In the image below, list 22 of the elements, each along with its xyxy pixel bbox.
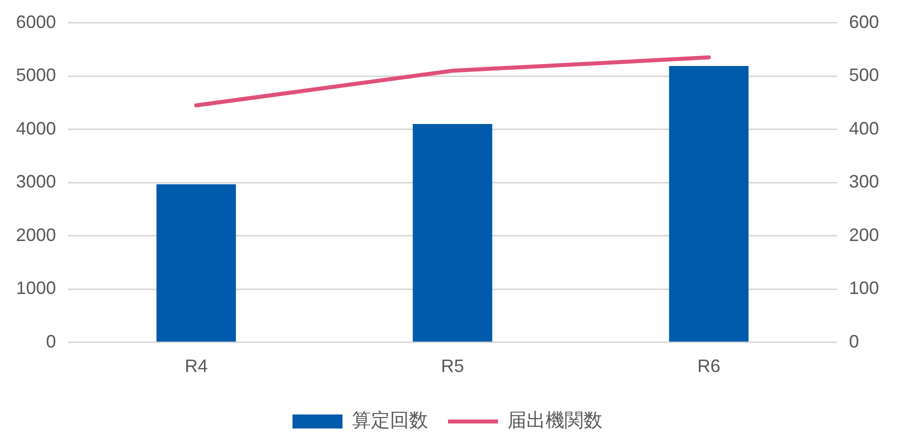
x-tick-label: R4 (184, 356, 208, 376)
y-tick-label: 0 (46, 331, 56, 352)
y2-tick-label: 600 (848, 12, 880, 32)
legend-label: 届出機関数 (508, 410, 602, 432)
y2-tick-label: 300 (848, 172, 880, 192)
x-tick-label: R5 (441, 356, 464, 376)
bar (669, 66, 749, 342)
y-tick-label: 5000 (16, 65, 56, 86)
y2-tick-label: 500 (848, 65, 880, 86)
y-tick-label: 3000 (16, 172, 56, 192)
bar (156, 184, 236, 342)
bar (412, 124, 492, 342)
y-tick-label: 2000 (16, 224, 56, 245)
y2-tick-label: 400 (848, 118, 880, 138)
y2-tick-label: 200 (848, 224, 880, 245)
y-tick-label: 6000 (16, 12, 56, 32)
y-tick-label: 4000 (16, 118, 56, 138)
y2-tick-label: 0 (848, 331, 859, 352)
y2-tick-label: 100 (848, 278, 880, 298)
legend-label: 算定回数 (352, 410, 428, 432)
x-tick-label: R6 (697, 356, 720, 376)
y-tick-label: 1000 (16, 278, 56, 298)
